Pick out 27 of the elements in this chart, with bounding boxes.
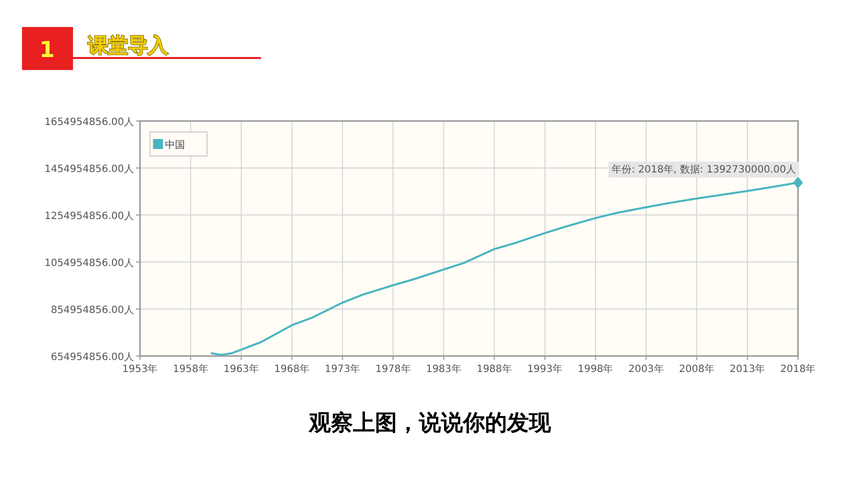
y-tick-label: 654954856.00人	[50, 352, 134, 363]
x-tick-label: 1998年	[578, 363, 614, 375]
y-tick-label: 1654954856.00人	[44, 117, 134, 128]
x-tick-label: 1978年	[375, 363, 411, 375]
x-tick-label: 1993年	[527, 363, 563, 375]
legend: 中国	[150, 132, 208, 156]
x-tick-label: 2018年	[780, 363, 816, 375]
y-tick-label: 1054954856.00人	[44, 258, 134, 269]
annotation: 年份: 2018年, 数据: 1392730000.00人	[612, 164, 796, 176]
y-tick-label: 854954856.00人	[50, 305, 134, 316]
x-tick-label: 1973年	[324, 363, 360, 375]
chart-title: 课堂导入	[87, 33, 169, 57]
x-tick-label: 2003年	[628, 363, 664, 375]
badge: 1	[22, 27, 73, 70]
x-tick-label: 1953年	[122, 363, 158, 375]
y-tick-label: 1254954856.00人	[44, 211, 134, 222]
text: 观察上图，说说你的发现	[308, 410, 552, 436]
x-tick-label: 1963年	[224, 363, 259, 375]
x-tick-label: 1958年	[172, 363, 208, 375]
x-tick-label: 1983年	[426, 363, 462, 375]
x-tick-label: 1988年	[476, 363, 512, 375]
x-tick-label: 2008年	[679, 363, 714, 375]
x-tick-label: 2013年	[730, 363, 766, 375]
x-tick-label: 1968年	[274, 363, 310, 375]
y-tick-label: 1454954856.00人	[44, 164, 134, 175]
legend-label: 中国	[165, 139, 185, 151]
tooltip: 年份: 2018年, 数据: 1392730000.00人	[608, 162, 803, 189]
